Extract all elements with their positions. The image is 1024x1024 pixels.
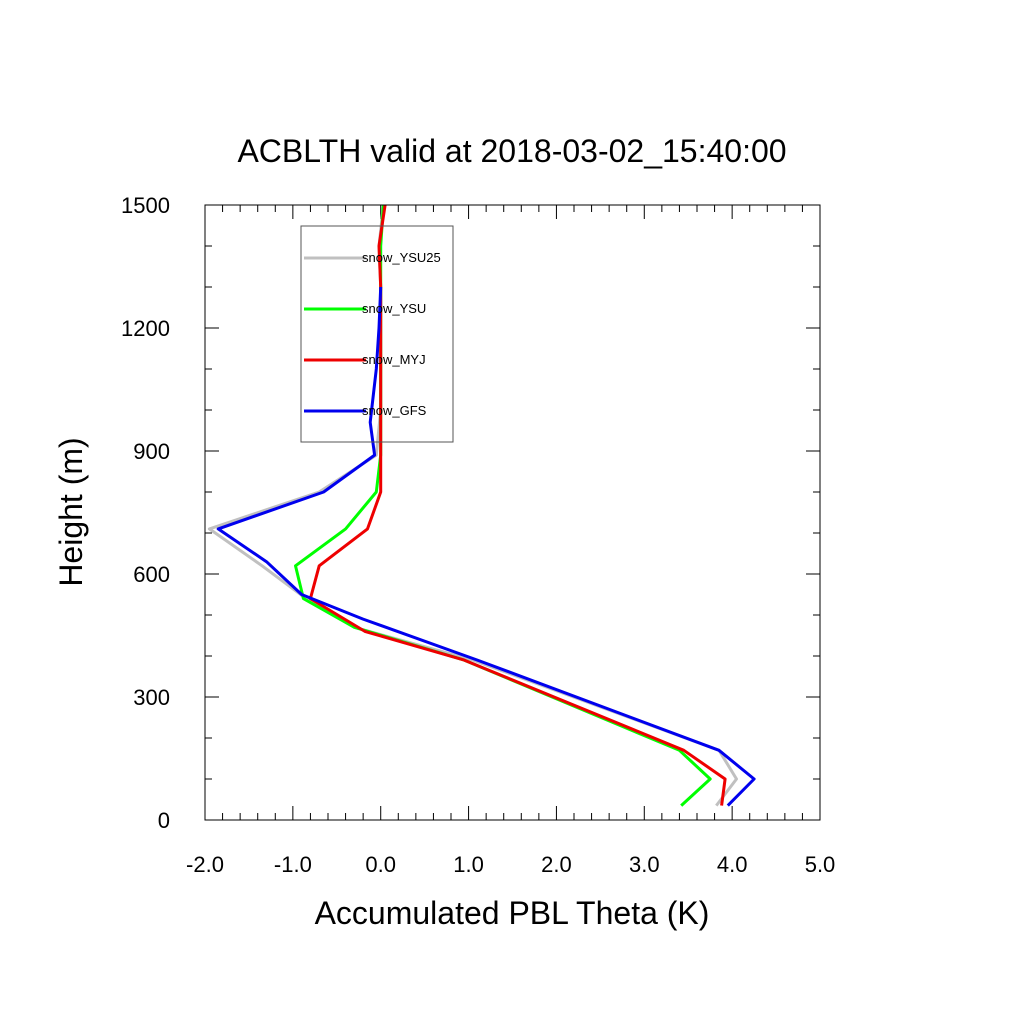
plot-lines	[207, 204, 756, 807]
x-tick-label: 0.0	[365, 852, 396, 877]
y-tick-label: 0	[158, 808, 170, 833]
x-axis-title: Accumulated PBL Theta (K)	[315, 895, 710, 931]
legend-box	[300, 225, 454, 443]
y-tick-label: 600	[133, 562, 170, 587]
y-tick-label: 1500	[121, 193, 170, 218]
y-tick-label: 300	[133, 685, 170, 710]
legend-label: snow_MYJ	[362, 352, 426, 367]
x-tick-label: 5.0	[805, 852, 836, 877]
y-tick-label: 900	[133, 439, 170, 464]
legend-label: snow_YSU25	[362, 250, 441, 265]
chart-title: ACBLTH valid at 2018-03-02_15:40:00	[237, 133, 786, 169]
axis-ticks	[204, 204, 821, 821]
series-line-snow_GFS	[216, 286, 756, 807]
x-tick-labels: -2.0 -1.0 0.0 1.0 2.0 3.0 4.0 5.0	[186, 852, 835, 877]
y-tick-label: 1200	[121, 316, 170, 341]
x-tick-label: -2.0	[186, 852, 224, 877]
y-axis-title: Height (m)	[53, 437, 89, 586]
x-tick-label: 3.0	[629, 852, 660, 877]
legend-label: snow_YSU	[362, 301, 426, 316]
x-tick-label: 4.0	[717, 852, 748, 877]
x-tick-label: -1.0	[274, 852, 312, 877]
legend: snow_YSU25 snow_YSU snow_MYJ snow_GFS	[300, 225, 454, 443]
x-tick-label: 2.0	[541, 852, 572, 877]
x-tick-label: 1.0	[453, 852, 484, 877]
plot-frame	[204, 204, 821, 821]
series-line-snow_MYJ	[308, 204, 727, 806]
series-line-snow_YSU	[294, 204, 712, 807]
legend-label: snow_GFS	[362, 403, 427, 418]
y-tick-labels: 0 300 600 900 1200 1500	[121, 193, 170, 833]
